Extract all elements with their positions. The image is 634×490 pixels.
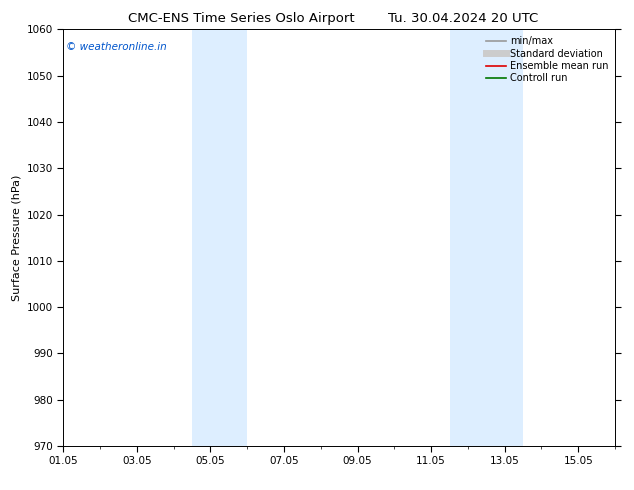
Text: CMC-ENS Time Series Oslo Airport: CMC-ENS Time Series Oslo Airport <box>127 12 354 25</box>
Legend: min/max, Standard deviation, Ensemble mean run, Controll run: min/max, Standard deviation, Ensemble me… <box>482 32 612 87</box>
Y-axis label: Surface Pressure (hPa): Surface Pressure (hPa) <box>11 174 21 301</box>
Bar <box>192 29 247 446</box>
Text: © weatheronline.in: © weatheronline.in <box>66 42 167 52</box>
Bar <box>450 29 523 446</box>
Text: Tu. 30.04.2024 20 UTC: Tu. 30.04.2024 20 UTC <box>388 12 538 25</box>
